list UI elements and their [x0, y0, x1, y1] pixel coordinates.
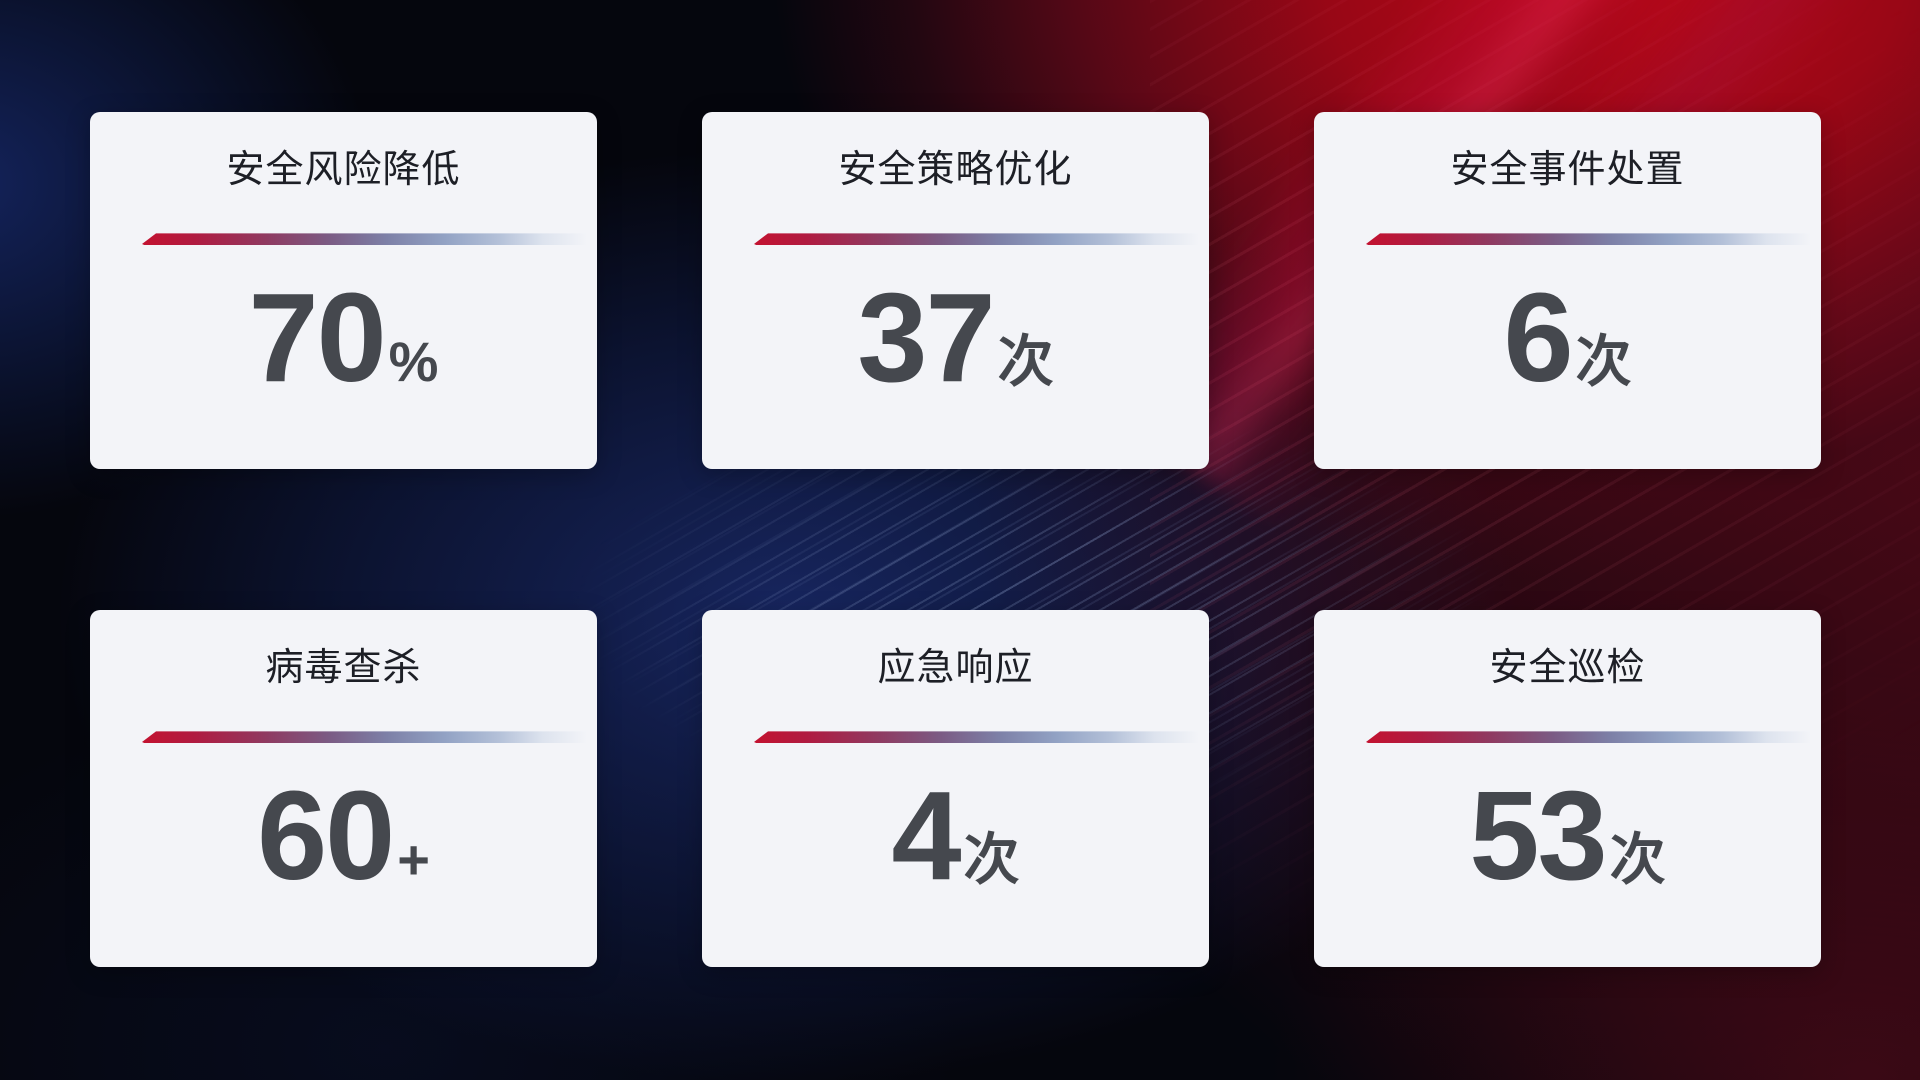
card-title: 病毒查杀: [265, 647, 422, 689]
stat-unit: 次: [963, 828, 1020, 892]
card-title: 应急响应: [877, 647, 1034, 689]
stat-card-grid: 安全风险降低 70 % 安全策略优化 37 次 安全事件处置 6 次 病毒查杀 …: [90, 112, 1821, 967]
stat-card-security-policy-optimization: 安全策略优化 37 次: [702, 112, 1209, 469]
stat-value: 70: [248, 267, 387, 409]
stat-card-security-inspection: 安全巡检 53 次: [1314, 610, 1821, 967]
card-value-row: 37 次: [702, 275, 1209, 401]
card-title: 安全巡检: [1489, 647, 1646, 689]
stat-unit: 次: [1575, 330, 1632, 394]
stat-unit: %: [388, 330, 439, 394]
card-value-row: 4 次: [702, 773, 1209, 899]
stat-value: 60: [257, 765, 395, 907]
stat-card-security-incident-handling: 安全事件处置 6 次: [1314, 112, 1821, 469]
stat-card-emergency-response: 应急响应 4 次: [702, 610, 1209, 967]
stat-unit: 次: [1609, 828, 1666, 892]
card-value-row: 6 次: [1314, 275, 1821, 401]
card-value-row: 60 +: [90, 773, 597, 899]
stat-value: 6: [1503, 267, 1573, 409]
accent-divider: [1366, 731, 1811, 744]
stat-unit: +: [397, 828, 430, 892]
card-title: 安全风险降低: [226, 149, 461, 191]
accent-divider: [754, 731, 1199, 744]
stat-unit: 次: [997, 330, 1054, 394]
card-title: 安全策略优化: [838, 149, 1073, 191]
stat-value: 53: [1469, 765, 1607, 907]
accent-divider: [754, 233, 1199, 246]
accent-divider: [1366, 233, 1811, 246]
stat-card-security-risk-reduction: 安全风险降低 70 %: [90, 112, 597, 469]
stat-value: 37: [857, 267, 995, 409]
card-value-row: 53 次: [1314, 773, 1821, 899]
card-value-row: 70 %: [90, 275, 597, 401]
accent-divider: [142, 233, 587, 246]
accent-divider: [142, 731, 587, 744]
card-title: 安全事件处置: [1450, 149, 1685, 191]
stat-card-virus-scan: 病毒查杀 60 +: [90, 610, 597, 967]
stat-value: 4: [891, 765, 961, 907]
